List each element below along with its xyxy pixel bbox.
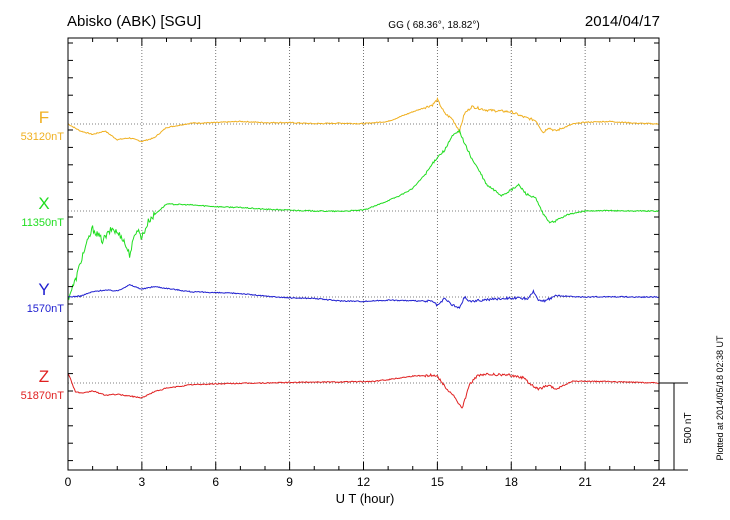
baseline-value-y: 1570nT bbox=[27, 303, 65, 315]
x-tick-label: 0 bbox=[65, 475, 72, 489]
component-name-f: F bbox=[39, 108, 49, 127]
series-line-z bbox=[67, 372, 660, 409]
x-tick-label: 6 bbox=[212, 475, 219, 489]
axis-ticks bbox=[67, 38, 660, 470]
series-line-y bbox=[67, 284, 660, 310]
x-tick-label: 24 bbox=[652, 475, 666, 489]
series-line-x bbox=[67, 128, 660, 301]
scale-bar bbox=[659, 382, 688, 471]
scale-label: 500 nT bbox=[683, 412, 694, 443]
component-name-x: X bbox=[38, 194, 49, 213]
series-line-f bbox=[67, 96, 660, 143]
component-name-y: Y bbox=[38, 280, 49, 299]
x-tick-label: 3 bbox=[139, 475, 146, 489]
x-tick-label: 21 bbox=[578, 475, 592, 489]
series-lines bbox=[67, 96, 660, 409]
plotted-timestamp: Plotted at 2014/05/18 02:38 UT bbox=[715, 335, 725, 461]
station-title: Abisko (ABK) [SGU] bbox=[67, 13, 201, 30]
baseline-value-x: 11350nT bbox=[21, 217, 64, 229]
grid-lines bbox=[68, 38, 659, 470]
coordinates-label: GG ( 68.36°, 18.82°) bbox=[388, 20, 479, 31]
x-tick-label: 12 bbox=[357, 475, 371, 489]
x-tick-label: 9 bbox=[286, 475, 293, 489]
baseline-value-f: 53120nT bbox=[21, 131, 65, 143]
component-labels: F 53120nT X 11350nT Y 1570nT Z 51870nT bbox=[21, 108, 65, 402]
x-tick-labels: 0 3 6 9 12 15 18 21 24 bbox=[65, 475, 666, 489]
x-tick-label: 15 bbox=[431, 475, 445, 489]
date-label: 2014/04/17 bbox=[585, 13, 660, 30]
component-name-z: Z bbox=[39, 367, 49, 386]
baseline-value-z: 51870nT bbox=[21, 390, 65, 402]
x-axis-label: U T (hour) bbox=[336, 491, 395, 506]
x-tick-label: 18 bbox=[505, 475, 519, 489]
